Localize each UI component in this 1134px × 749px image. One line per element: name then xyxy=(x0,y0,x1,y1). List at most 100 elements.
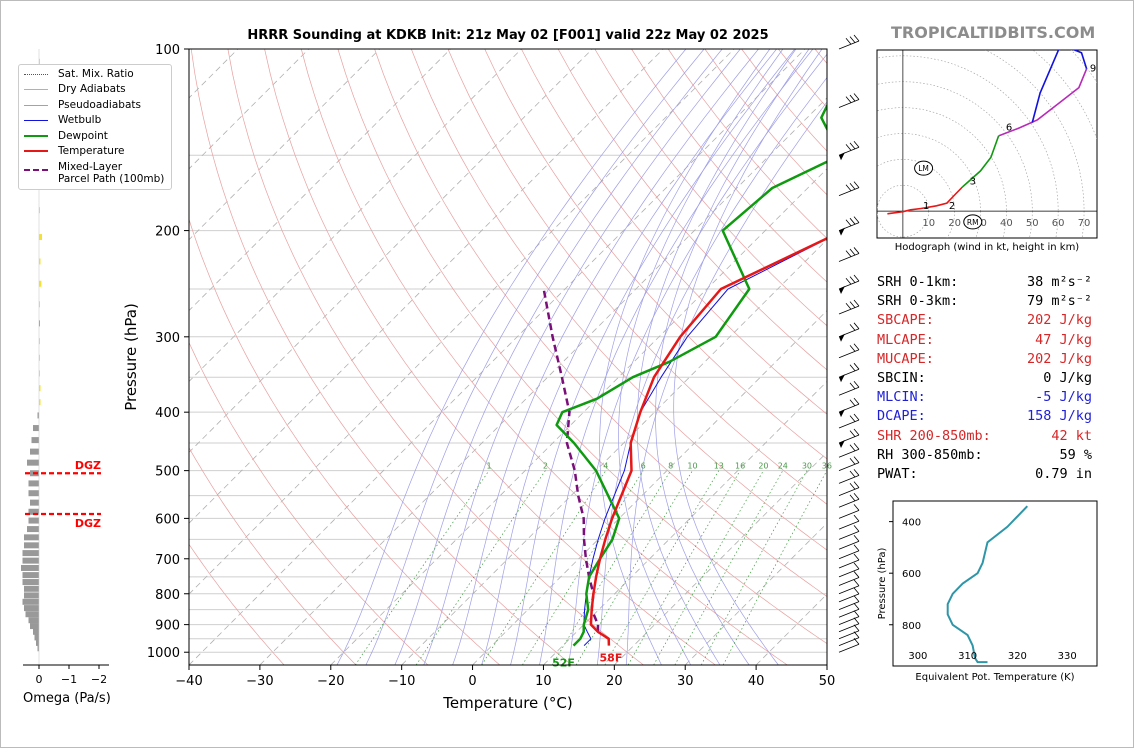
x-tick-label: −30 xyxy=(246,674,273,689)
mixing-ratio-label: 13 xyxy=(714,462,724,471)
y-tick-label: 700 xyxy=(155,553,180,568)
stat-row: SBCAPE:202 J/kg xyxy=(877,311,1092,330)
x-tick-label: −40 xyxy=(175,674,202,689)
stat-row: DCAPE: 158 J/kg xyxy=(877,407,1092,426)
barb-feather xyxy=(854,457,859,463)
omega-bar xyxy=(33,425,39,431)
hodograph-tick-label: 10 xyxy=(922,218,935,229)
stat-label: DCAPE: xyxy=(877,407,926,426)
omega-bar xyxy=(29,490,40,496)
barb-feather xyxy=(854,429,859,435)
barb-feather xyxy=(854,363,859,369)
wind-barb xyxy=(839,247,859,261)
stat-value: 79 m²s⁻² xyxy=(1027,292,1092,311)
x-tick-label: 10 xyxy=(535,674,552,689)
barb-feather xyxy=(854,482,859,488)
barb-feather xyxy=(850,249,855,255)
omega-bar xyxy=(39,234,42,240)
wind-barb xyxy=(839,638,859,652)
barb-feather xyxy=(850,37,855,43)
mixing-ratio-line xyxy=(723,471,827,665)
x-tick-label: 40 xyxy=(748,674,765,689)
wind-barb xyxy=(839,398,859,417)
barb-staff xyxy=(839,638,859,646)
surface-dewpoint-label: 52F xyxy=(552,657,575,670)
omega-bar xyxy=(30,500,39,506)
barb-staff xyxy=(839,475,859,483)
barb-feather xyxy=(850,183,855,189)
barb-staff xyxy=(839,541,859,549)
mixing-ratio-label: 1 xyxy=(486,462,491,471)
barb-staff xyxy=(839,551,859,559)
dgz-label: DGZ xyxy=(75,517,101,530)
barb-flag xyxy=(839,374,845,382)
omega-tick-label: −2 xyxy=(91,673,107,686)
storm-motion-label: LM xyxy=(918,164,929,173)
omega-bar xyxy=(39,281,41,287)
pseudoadiabat xyxy=(482,49,777,665)
y-tick-label: 300 xyxy=(155,331,180,346)
hodograph-tick-label: 40 xyxy=(1000,218,1013,229)
barb-feather xyxy=(854,504,859,510)
barb-flag xyxy=(839,228,845,236)
barb-feather xyxy=(854,217,859,223)
mixing-ratio-label: 16 xyxy=(735,462,745,471)
dry-adiabat xyxy=(155,49,500,665)
eqpt-x-tick-label: 300 xyxy=(908,651,927,662)
wind-barb xyxy=(839,141,859,160)
barb-feather xyxy=(854,323,859,329)
y-tick-label: 900 xyxy=(155,619,180,634)
barb-feather xyxy=(854,638,859,644)
barb-feather xyxy=(850,324,855,330)
stat-label: SBCAPE: xyxy=(877,311,934,330)
pseudoadiabat xyxy=(568,49,831,665)
barb-feather xyxy=(850,495,855,501)
barb-feather xyxy=(854,93,859,99)
omega-tick-label: −1 xyxy=(61,673,77,686)
omega-bar xyxy=(24,542,39,548)
barb-feather xyxy=(854,618,859,624)
stat-value: 47 J/kg xyxy=(1035,331,1092,350)
barb-feather xyxy=(854,525,859,531)
barb-feather xyxy=(846,97,851,103)
hodograph-height-label: 2 xyxy=(949,201,955,212)
eqpt-y-tick-label: 800 xyxy=(902,621,921,632)
pseudoadiabat xyxy=(511,49,795,665)
stat-value: 158 J/kg xyxy=(1027,407,1092,426)
omega-bar xyxy=(27,526,39,532)
barb-feather xyxy=(854,398,859,404)
wind-barb xyxy=(839,414,859,428)
mixing-ratio-label: 4 xyxy=(603,462,608,471)
stat-label: SBCIN: xyxy=(877,369,926,388)
wind-barb xyxy=(839,93,859,107)
barb-feather xyxy=(846,303,851,309)
wind-barb xyxy=(839,300,859,314)
omega-bar xyxy=(24,592,39,598)
mixing-ratio-line xyxy=(416,471,545,665)
legend-pseudoadiabats: Pseudoadiabats xyxy=(24,99,141,111)
barb-feather xyxy=(854,247,859,253)
barb-staff xyxy=(839,350,859,358)
barb-feather xyxy=(854,344,859,350)
stat-label: SRH 0-3km: xyxy=(877,292,958,311)
eqpt-x-tick-label: 330 xyxy=(1058,651,1077,662)
barb-feather xyxy=(854,35,859,41)
y-tick-label: 200 xyxy=(155,225,180,240)
mixing-ratio-label: 6 xyxy=(641,462,646,471)
pseudoadiabat xyxy=(626,49,867,665)
hodograph-tick-label: 60 xyxy=(1052,218,1065,229)
barb-feather xyxy=(850,143,855,149)
wind-barb xyxy=(839,323,859,342)
stat-row: SRH 0-1km:38 m²s⁻² xyxy=(877,273,1092,292)
barb-flag xyxy=(839,152,845,160)
barb-feather xyxy=(854,588,859,594)
eqpt-x-tick-label: 320 xyxy=(1008,651,1027,662)
isotherm xyxy=(118,49,734,665)
mixing-ratio-label: 20 xyxy=(758,462,768,471)
wind-barb xyxy=(839,275,859,294)
omega-bar xyxy=(24,586,39,592)
barb-staff xyxy=(839,463,859,471)
stat-label: SHR 200-850mb: xyxy=(877,427,991,446)
